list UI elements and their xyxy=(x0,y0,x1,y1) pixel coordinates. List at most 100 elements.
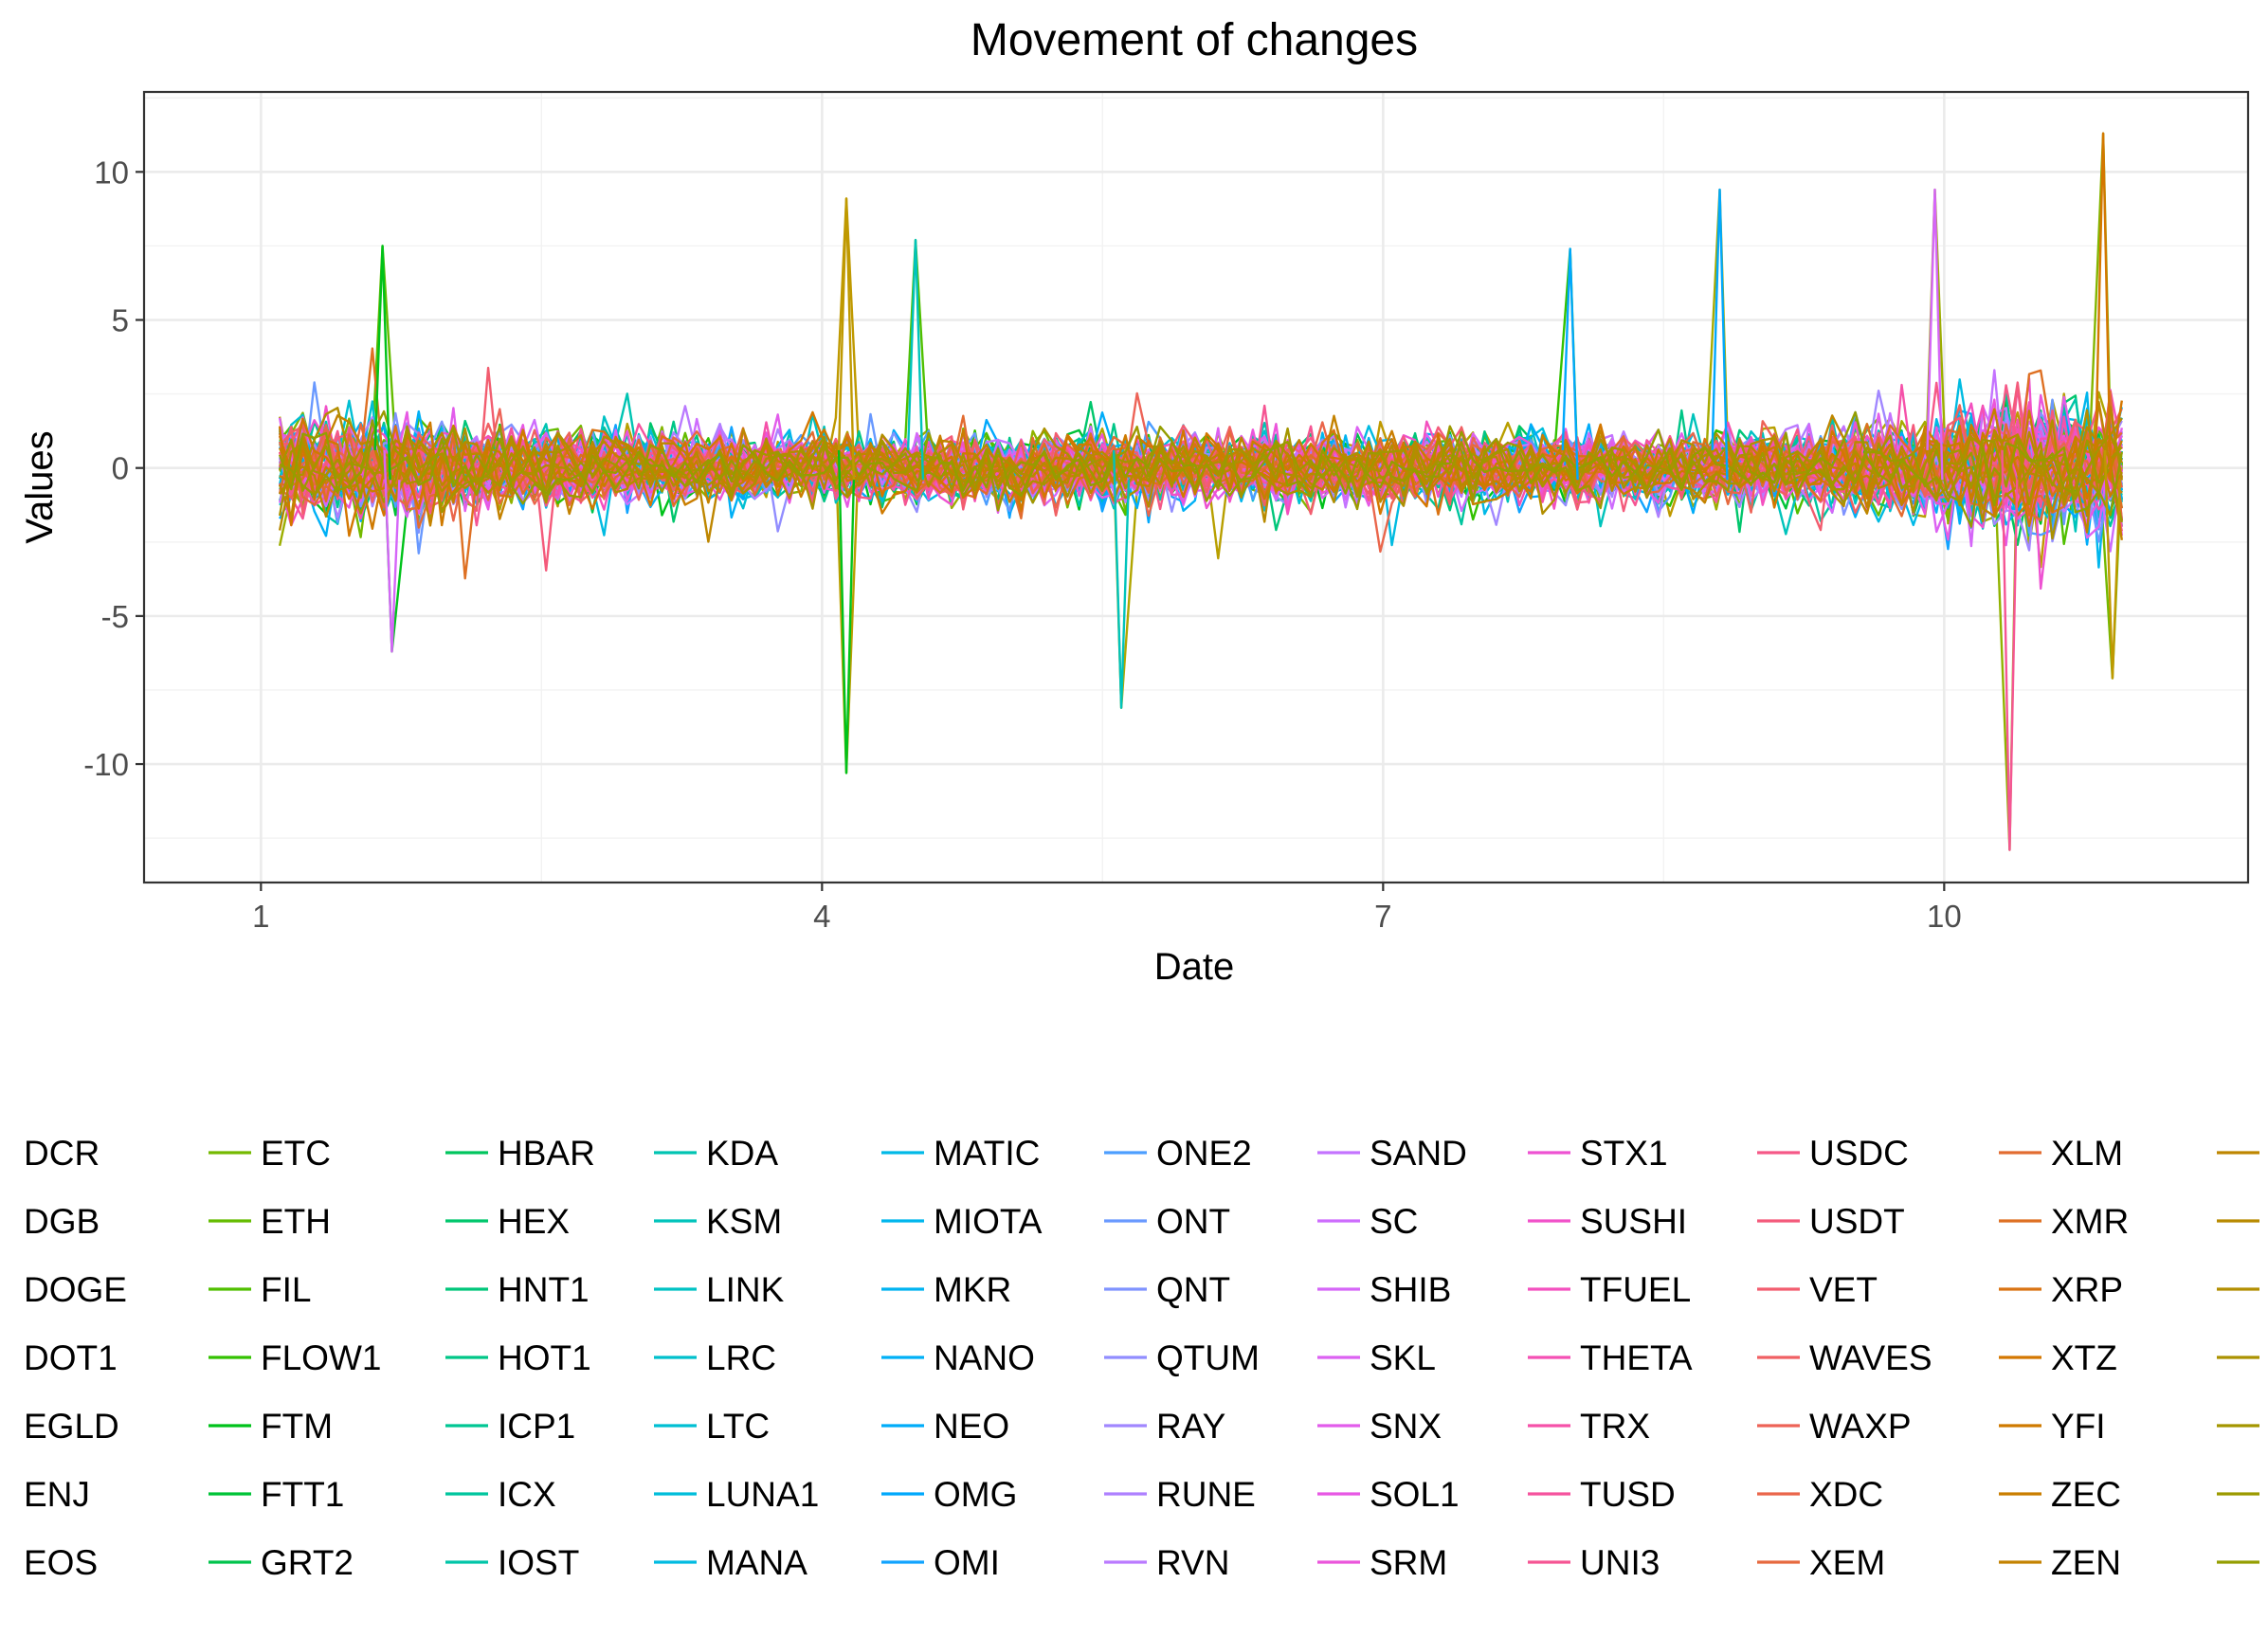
legend-label-tfuel: TFUEL xyxy=(1580,1270,1691,1309)
legend-label-usdt: USDT xyxy=(1809,1202,1905,1241)
legend-label-doge: DOGE xyxy=(24,1270,127,1309)
plot-border xyxy=(142,90,2250,884)
legend-label-hbar: HBAR xyxy=(498,1134,595,1173)
legend-label-hot1: HOT1 xyxy=(498,1338,591,1377)
series-spike xyxy=(1561,247,1579,481)
plot-panel xyxy=(142,90,2250,884)
legend-label-dot1: DOT1 xyxy=(24,1338,118,1377)
legend-label-fil: FIL xyxy=(261,1270,311,1309)
legend-label-sol1: SOL1 xyxy=(1370,1475,1460,1514)
legend-label-mana: MANA xyxy=(706,1543,807,1582)
legend-label-matic: MATIC xyxy=(934,1134,1040,1173)
legend-label-zen: ZEN xyxy=(2051,1543,2121,1582)
x-axis-title: Date xyxy=(1154,946,1235,988)
legend-label-srm: SRM xyxy=(1370,1543,1447,1582)
series-spike xyxy=(1112,449,1131,709)
series-spike xyxy=(837,197,856,481)
legend-label-skl: SKL xyxy=(1370,1338,1436,1377)
x-tick-label: 4 xyxy=(813,899,830,934)
legend-label-ltc: LTC xyxy=(706,1407,770,1446)
legend-label-link: LINK xyxy=(706,1270,785,1309)
legend-label-etc: ETC xyxy=(261,1134,331,1173)
legend-label-ftm: FTM xyxy=(261,1407,333,1446)
legend-label-ont: ONT xyxy=(1156,1202,1230,1241)
legend-label-iost: IOST xyxy=(498,1543,579,1582)
legend-label-xdc: XDC xyxy=(1809,1475,1883,1514)
legend-label-eth: ETH xyxy=(261,1202,331,1241)
legend-label-omg: OMG xyxy=(934,1475,1017,1514)
legend-label-enj: ENJ xyxy=(24,1475,90,1514)
legend-label-xmr: XMR xyxy=(2051,1202,2129,1241)
y-tick-label: 5 xyxy=(112,303,129,338)
legend-label-trx: TRX xyxy=(1580,1407,1650,1446)
y-tick-label: -10 xyxy=(83,747,129,782)
legend-label-vet: VET xyxy=(1809,1270,1878,1309)
series-spike xyxy=(1711,188,1729,481)
legend-label-sushi: SUSHI xyxy=(1580,1202,1687,1241)
legend-label-lrc: LRC xyxy=(706,1338,776,1377)
legend-label-uni3: UNI3 xyxy=(1580,1543,1660,1582)
legend-label-neo: NEO xyxy=(934,1407,1009,1446)
legend-label-xtz: XTZ xyxy=(2051,1338,2117,1377)
legend-label-stx1: STX1 xyxy=(1580,1134,1668,1173)
legend-label-miota: MIOTA xyxy=(934,1202,1043,1241)
legend-label-egld: EGLD xyxy=(24,1407,119,1446)
legend-label-omi: OMI xyxy=(934,1543,1000,1582)
series-spike xyxy=(383,449,401,653)
legend-label-hnt1: HNT1 xyxy=(498,1270,590,1309)
series-spike xyxy=(373,245,391,481)
legend-label-luna1: LUNA1 xyxy=(706,1475,819,1514)
series-line-xtz xyxy=(278,400,2123,537)
legend: DCR DGB DOGE DOT1 EGLD ENJ EOS ETC ETH FIL FLOW1 FT… xyxy=(24,1134,2259,1582)
legend-label-mkr: MKR xyxy=(934,1270,1011,1309)
y-axis-title: Values xyxy=(19,430,61,543)
legend-label-rvn: RVN xyxy=(1156,1543,1229,1582)
legend-label-rune: RUNE xyxy=(1156,1475,1256,1514)
legend-label-usdc: USDC xyxy=(1809,1134,1909,1173)
legend-label-tusd: TUSD xyxy=(1580,1475,1676,1514)
legend-label-eos: EOS xyxy=(24,1543,98,1582)
y-tick-label: 0 xyxy=(112,451,129,486)
series-spike xyxy=(837,449,856,774)
series-line-amp xyxy=(279,410,2123,523)
data-series xyxy=(278,132,2123,851)
legend-label-theta: THETA xyxy=(1580,1338,1693,1377)
y-tick-label: -5 xyxy=(101,599,129,634)
legend-label-kda: KDA xyxy=(706,1134,778,1173)
x-tick-label: 10 xyxy=(1927,899,1962,934)
legend-label-xlm: XLM xyxy=(2051,1134,2123,1173)
chart-title: Movement of changes xyxy=(971,15,1418,65)
legend-label-flow1: FLOW1 xyxy=(261,1338,381,1377)
legend-label-yfi: YFI xyxy=(2051,1407,2106,1446)
x-axis: 1 4 7 10 xyxy=(252,883,1962,934)
legend-label-icp1: ICP1 xyxy=(498,1407,575,1446)
legend-label-waves: WAVES xyxy=(1809,1338,1932,1377)
legend-label-one2: ONE2 xyxy=(1156,1134,1252,1173)
y-tick-label: 10 xyxy=(94,155,129,190)
legend-label-sc: SC xyxy=(1370,1202,1418,1241)
x-tick-label: 7 xyxy=(1374,899,1391,934)
legend-label-hex: HEX xyxy=(498,1202,570,1241)
legend-label-ksm: KSM xyxy=(706,1202,782,1241)
series-spike xyxy=(906,238,925,481)
legend-label-grt2: GRT2 xyxy=(261,1543,354,1582)
series-spike xyxy=(1926,188,1944,481)
legend-label-shib: SHIB xyxy=(1370,1270,1451,1309)
legend-label-xem: XEM xyxy=(1809,1543,1885,1582)
series-spike xyxy=(2094,132,2113,481)
legend-label-xrp: XRP xyxy=(2051,1270,2123,1309)
legend-label-dgb: DGB xyxy=(24,1202,100,1241)
legend-label-waxp: WAXP xyxy=(1809,1407,1912,1446)
legend-label-zec: ZEC xyxy=(2051,1475,2121,1514)
legend-label-nano: NANO xyxy=(934,1338,1035,1377)
legend-label-icx: ICX xyxy=(498,1475,556,1514)
x-tick-label: 1 xyxy=(252,899,269,934)
legend-label-ray: RAY xyxy=(1156,1407,1225,1446)
series-spike xyxy=(2103,449,2122,680)
series-line-ada xyxy=(278,425,2123,514)
legend-label-snx: SNX xyxy=(1370,1407,1442,1446)
y-axis: 10 5 0 -5 -10 xyxy=(83,155,144,782)
series-spike xyxy=(2001,449,2019,851)
legend-label-qtum: QTUM xyxy=(1156,1338,1260,1377)
